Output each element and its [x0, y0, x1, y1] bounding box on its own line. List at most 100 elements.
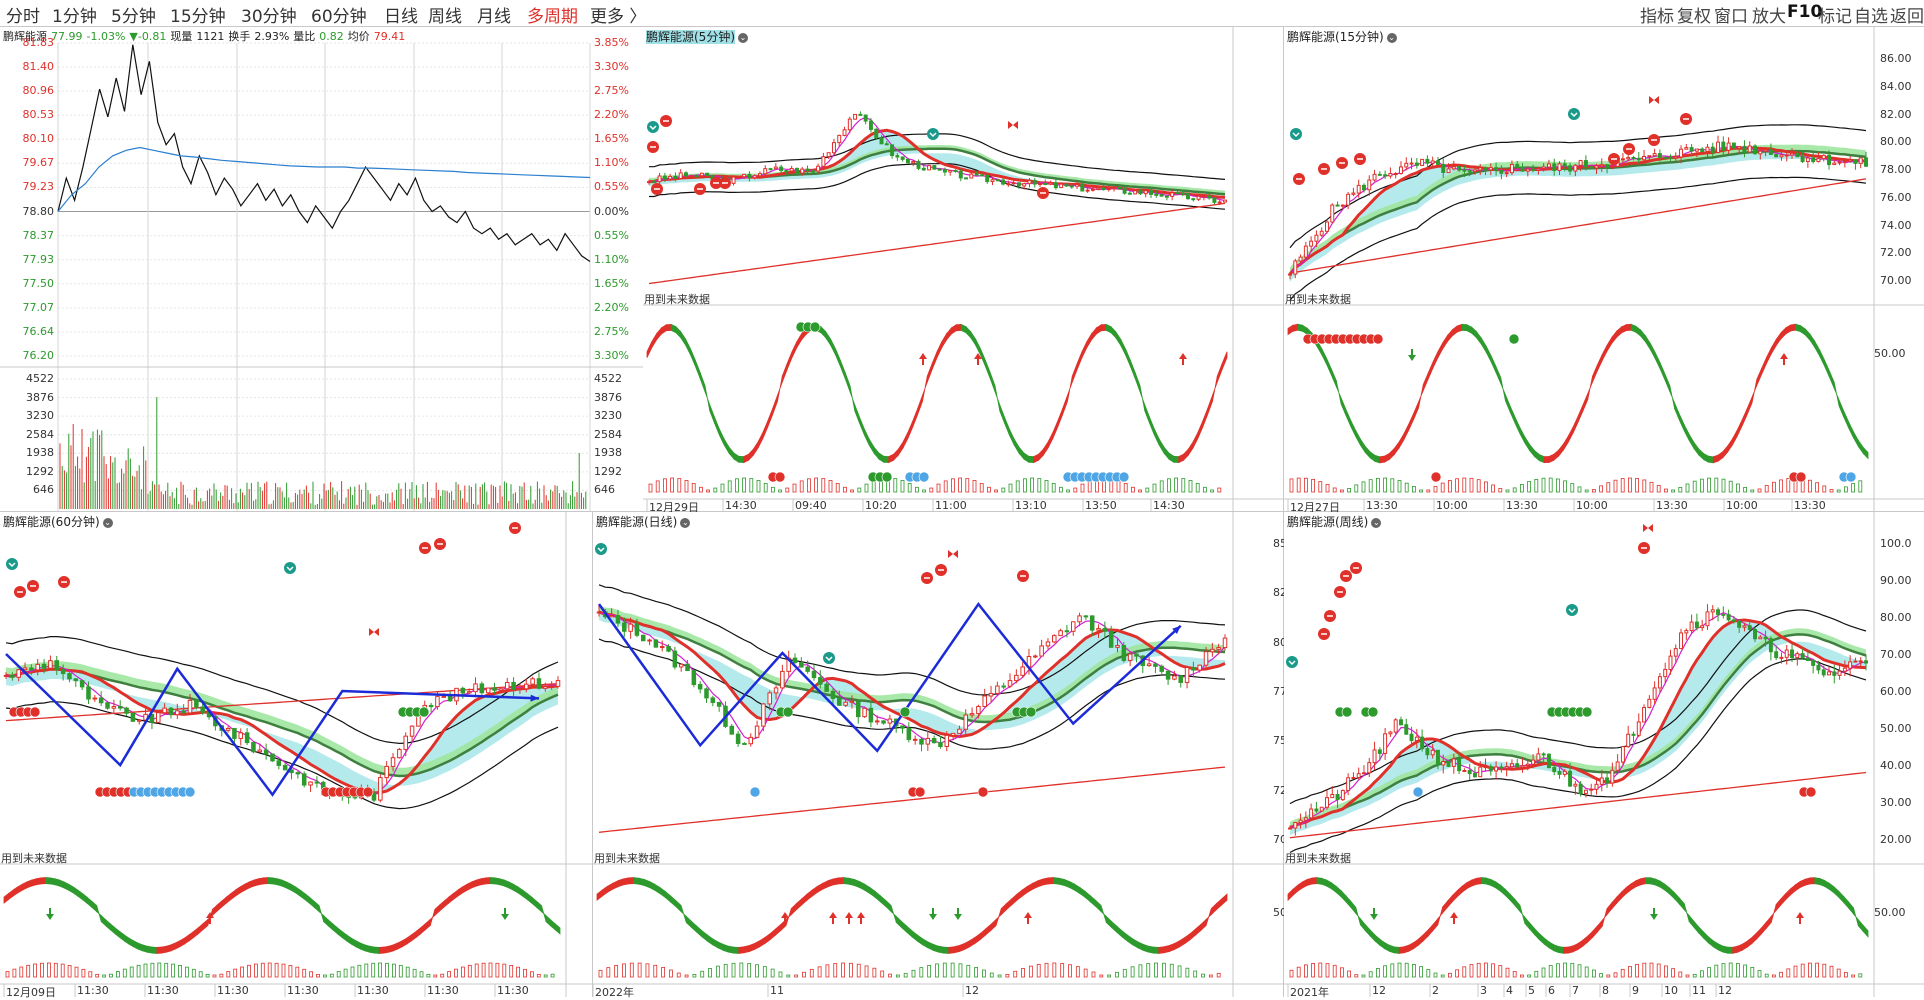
oscillator-ribbon-segment [1158, 946, 1165, 954]
oscillator-ribbon-segment [1292, 323, 1299, 332]
oscillator-ribbon-segment [1379, 455, 1386, 464]
chevron-down-icon[interactable]: ⌄ [1386, 32, 1397, 43]
oscillator-ribbon-segment [1091, 326, 1097, 341]
oscillator-ribbon-segment [1645, 877, 1651, 885]
oscillator-ribbon-segment [1688, 432, 1695, 450]
oscillator-ribbon-segment [946, 326, 952, 341]
period-tab-9[interactable]: 多周期 [527, 7, 578, 27]
candle-body [1848, 159, 1853, 162]
candle-body [301, 773, 307, 786]
candle-body [1488, 766, 1493, 772]
period-tab-2[interactable]: 5分钟 [111, 7, 156, 27]
oscillator-ribbon-segment [318, 905, 325, 922]
candle-body [555, 680, 561, 687]
candle-body [684, 172, 688, 177]
oscillator-ribbon-segment [1326, 358, 1332, 376]
candle-body [1319, 230, 1324, 236]
candle-body [41, 663, 47, 669]
oscillator-ribbon-segment [462, 883, 468, 894]
toolbar-action-0[interactable]: 指标 [1640, 7, 1674, 27]
period-tab-3[interactable]: 15分钟 [170, 7, 226, 27]
histogram-bar [1433, 972, 1438, 978]
oscillator-ribbon-segment [1063, 878, 1070, 889]
oscillator-ribbon-segment [1587, 376, 1593, 400]
histogram-bar [841, 962, 845, 978]
oscillator-ribbon-segment [26, 879, 33, 889]
pct-tick-right: 3.85% [594, 36, 629, 49]
oscillator-ribbon-segment [801, 893, 808, 906]
toolbar-action-1[interactable]: 复权 [1677, 7, 1711, 27]
candle-body [498, 688, 504, 691]
pct-tick-right: 2.75% [594, 84, 629, 98]
oscillator-ribbon-segment [895, 915, 902, 929]
chart-60min-panel[interactable]: 鹏辉能源(60分钟) ⌄ 用到未来数据 12月09日 11:30 11:30 11:30 11… [0, 512, 593, 999]
oscillator-ribbon-segment [1780, 892, 1787, 906]
oscillator-ribbon-segment [654, 883, 661, 895]
oscillator-ribbon-segment [596, 889, 603, 902]
price-tick-left: 79.23 [22, 180, 55, 194]
chart-daily-panel[interactable]: 鹏辉能源(日线)⌄85.0082.5080.0077.5075.0072.507… [593, 512, 1305, 999]
period-tab-6[interactable]: 日线 [384, 7, 418, 27]
period-tab-0[interactable]: 分时 [6, 7, 40, 27]
oscillator-ribbon-segment [1509, 406, 1516, 424]
candle-body [1351, 776, 1356, 779]
chevron-down-icon[interactable]: ⌄ [102, 517, 113, 528]
period-tab-10[interactable]: 更多 〉 [590, 7, 647, 27]
candle-body [1589, 166, 1594, 169]
histogram-bar [1627, 966, 1632, 978]
histogram-bar [391, 963, 396, 978]
buy-signal-icon [927, 128, 939, 140]
histogram-bar [1786, 968, 1791, 978]
cyan-band-fill [1290, 148, 1866, 282]
oscillator-ribbon-segment [775, 923, 782, 936]
histogram-bar [336, 971, 341, 978]
histogram-bar [778, 971, 783, 978]
intraday-panel[interactable]: 鹏辉能源 77.99 -1.03% ▼-0.81 现量 1121 换手 2.93% 量比 0.82… [0, 27, 644, 512]
long-ma-line [5, 682, 559, 722]
toolbar-action-6[interactable]: 自选 [1854, 7, 1888, 27]
oscillator-ribbon-segment [1021, 885, 1028, 897]
period-tab-5[interactable]: 60分钟 [311, 7, 367, 27]
toolbar-action-5[interactable]: 标记 [1818, 7, 1852, 27]
oscillator-ribbon-segment [1384, 942, 1390, 952]
chart-weekly-panel[interactable]: 鹏辉能源(周线) ⌄ 100.0 90.00 80.00 70.00 60.00 50.00 4… [1284, 512, 1924, 999]
period-tab-1[interactable]: 1分钟 [52, 7, 97, 27]
histogram-bar [440, 973, 445, 978]
up-arrow-icon [1179, 353, 1187, 365]
period-tab-7[interactable]: 周线 [428, 7, 462, 27]
toolbar-action-2[interactable]: 窗口 [1714, 7, 1748, 27]
histogram-bar [622, 963, 626, 978]
toolbar-action-7[interactable]: 返回 [1890, 7, 1924, 27]
toolbar-action-3[interactable]: 放大 [1752, 7, 1786, 27]
future-data-note: 用到未来数据 [1285, 852, 1351, 865]
oscillator-ribbon-segment [1178, 453, 1184, 464]
histogram-bar [1469, 964, 1474, 978]
chart-5min-panel[interactable]: 鹏辉能源(5分钟) ⌄ 用到未来数据 12月29日 14:30 09:40 10:20 11:… [643, 27, 1284, 514]
oscillator-ribbon-segment [1432, 351, 1439, 369]
oscillator-ribbon-segment [1616, 891, 1622, 905]
candle-body [1758, 636, 1763, 640]
histogram-bar [1757, 970, 1762, 978]
candle-body [1393, 719, 1398, 733]
histogram-bar [474, 963, 479, 978]
oscillator-ribbon-segment [790, 902, 797, 916]
candle-body [1430, 749, 1435, 756]
oscillator-ribbon-segment [1703, 931, 1709, 944]
candle-body [921, 167, 926, 171]
toolbar-action-4[interactable]: F10 [1787, 2, 1823, 22]
oscillator-ribbon-segment [174, 939, 181, 950]
histogram-bar [1008, 483, 1013, 493]
candle-body [1007, 680, 1013, 687]
chevron-down-icon[interactable]: ⌄ [680, 517, 691, 528]
chevron-down-icon[interactable]: ⌄ [1371, 517, 1382, 528]
candle-body [847, 118, 852, 131]
chevron-down-icon[interactable]: ⌄ [738, 32, 748, 43]
chart-15min-panel[interactable]: 鹏辉能源(15分钟) ⌄ 86.00 84.00 82.00 80.00 78.00 76.0… [1284, 27, 1924, 514]
candle-body [1520, 166, 1525, 172]
oscillator-ribbon-segment [827, 878, 834, 888]
period-tab-8[interactable]: 月线 [477, 7, 511, 27]
oscillator-ribbon-segment [722, 943, 729, 953]
oscillator-ribbon-segment [601, 885, 608, 897]
ma-green-line [5, 667, 559, 778]
period-tab-4[interactable]: 30分钟 [241, 7, 297, 27]
